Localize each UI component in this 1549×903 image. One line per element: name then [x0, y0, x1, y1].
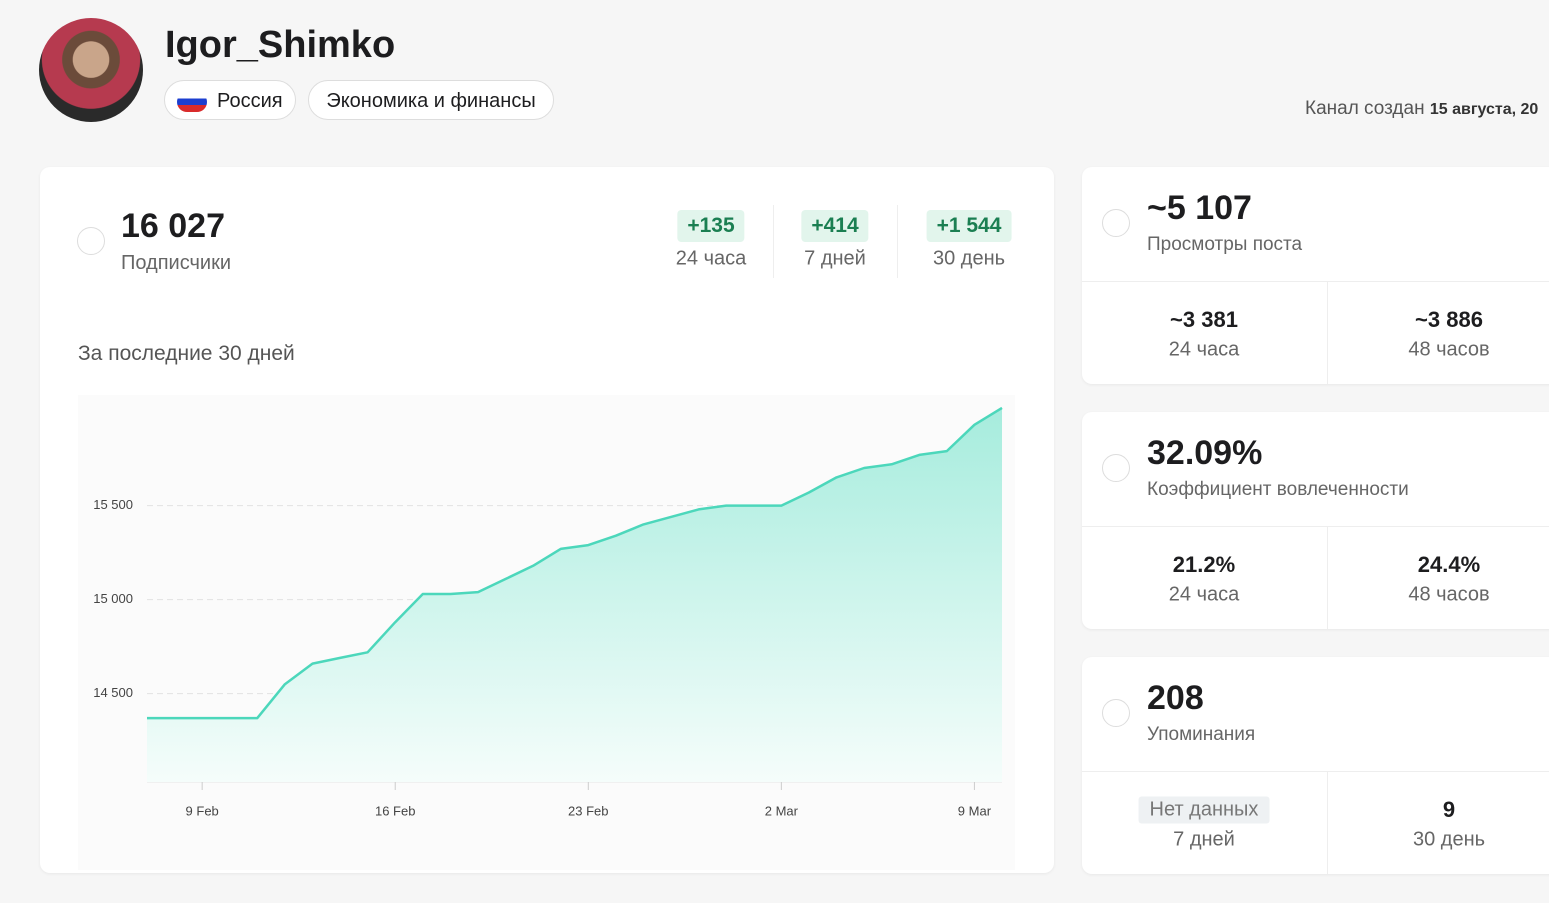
sub-period: 48 часов: [1408, 338, 1490, 361]
sub-value: Нет данных: [1138, 796, 1270, 824]
delta: +1 544: [926, 210, 1012, 242]
y-tick-label: 15 000: [93, 591, 133, 606]
radio[interactable]: [1102, 454, 1130, 482]
radio[interactable]: [1102, 209, 1130, 237]
sub-value: ~3 381: [1170, 307, 1238, 332]
sub-period: 7 дней: [1173, 828, 1235, 851]
stat-value: 208: [1147, 679, 1204, 717]
x-tick-label: 16 Feb: [375, 803, 415, 818]
created: Канал создан 15 августа, 20: [1305, 98, 1538, 120]
created-date: 15 августа, 20: [1429, 101, 1539, 118]
area: [147, 407, 1002, 782]
created-label: Канал создан: [1305, 98, 1425, 119]
stat-label: Упоминания: [1147, 724, 1256, 745]
radio[interactable]: [77, 227, 105, 255]
sub-period: 48 часов: [1408, 583, 1490, 606]
sub-value: ~3 886: [1415, 307, 1483, 332]
tag: Экономика и финансы: [326, 90, 536, 112]
sub-value: 9: [1442, 797, 1456, 822]
chart: 14 500 15 000 15 500 9 Feb 16 Feb 23 Feb 2 Mar…: [93, 406, 1003, 819]
flag: [177, 92, 207, 112]
chart-title: За последние 30 дней: [78, 342, 295, 365]
delta-period: 30 день: [932, 247, 1006, 270]
stat-label: Просмотры поста: [1147, 234, 1303, 255]
divider: [1327, 771, 1328, 874]
divider: [1082, 281, 1549, 282]
radio[interactable]: [1102, 699, 1130, 727]
avatar[interactable]: [39, 18, 143, 122]
stat-label: Коэффициент вовлеченности: [1147, 479, 1409, 500]
x-tick-label: 9 Feb: [186, 803, 219, 818]
divider: [1082, 771, 1549, 772]
divider: [897, 205, 898, 278]
x-tick-label: 2 Mar: [765, 803, 799, 818]
stat-card: [1082, 412, 1549, 629]
divider: [773, 205, 774, 278]
delta: +414: [801, 210, 869, 242]
delta-period: 24 часа: [675, 247, 747, 270]
sub-period: 24 часа: [1168, 583, 1240, 606]
subscribers-value: 16 027: [121, 207, 225, 245]
y-tick-label: 15 500: [93, 497, 133, 512]
sub-period: 24 часа: [1168, 338, 1240, 361]
stat-card: [1082, 657, 1549, 874]
divider: [1082, 526, 1549, 527]
tag: Россия: [217, 90, 283, 112]
delta: +135: [677, 210, 745, 242]
delta-period: 7 дней: [804, 247, 866, 270]
sub-value: 21.2%: [1172, 552, 1236, 577]
sub-period: 30 день: [1412, 828, 1486, 851]
sub-value: 24.4%: [1417, 552, 1481, 577]
y-tick-label: 14 500: [93, 685, 133, 700]
line: [147, 406, 1003, 720]
tag-pill[interactable]: Экономика и финансы: [308, 80, 554, 120]
x-tick-label: 23 Feb: [568, 803, 608, 818]
stat-value: ~5 107: [1147, 189, 1252, 227]
divider: [1327, 526, 1328, 629]
subscribers-label: Подписчики: [121, 252, 232, 274]
stat-card: [1082, 167, 1549, 384]
stat-value: 32.09%: [1147, 434, 1263, 472]
channel-name: Igor_Shimko: [165, 24, 396, 66]
tag-pill[interactable]: Россия: [164, 80, 296, 120]
divider: [1327, 281, 1328, 384]
x-tick-label: 9 Mar: [958, 803, 992, 818]
